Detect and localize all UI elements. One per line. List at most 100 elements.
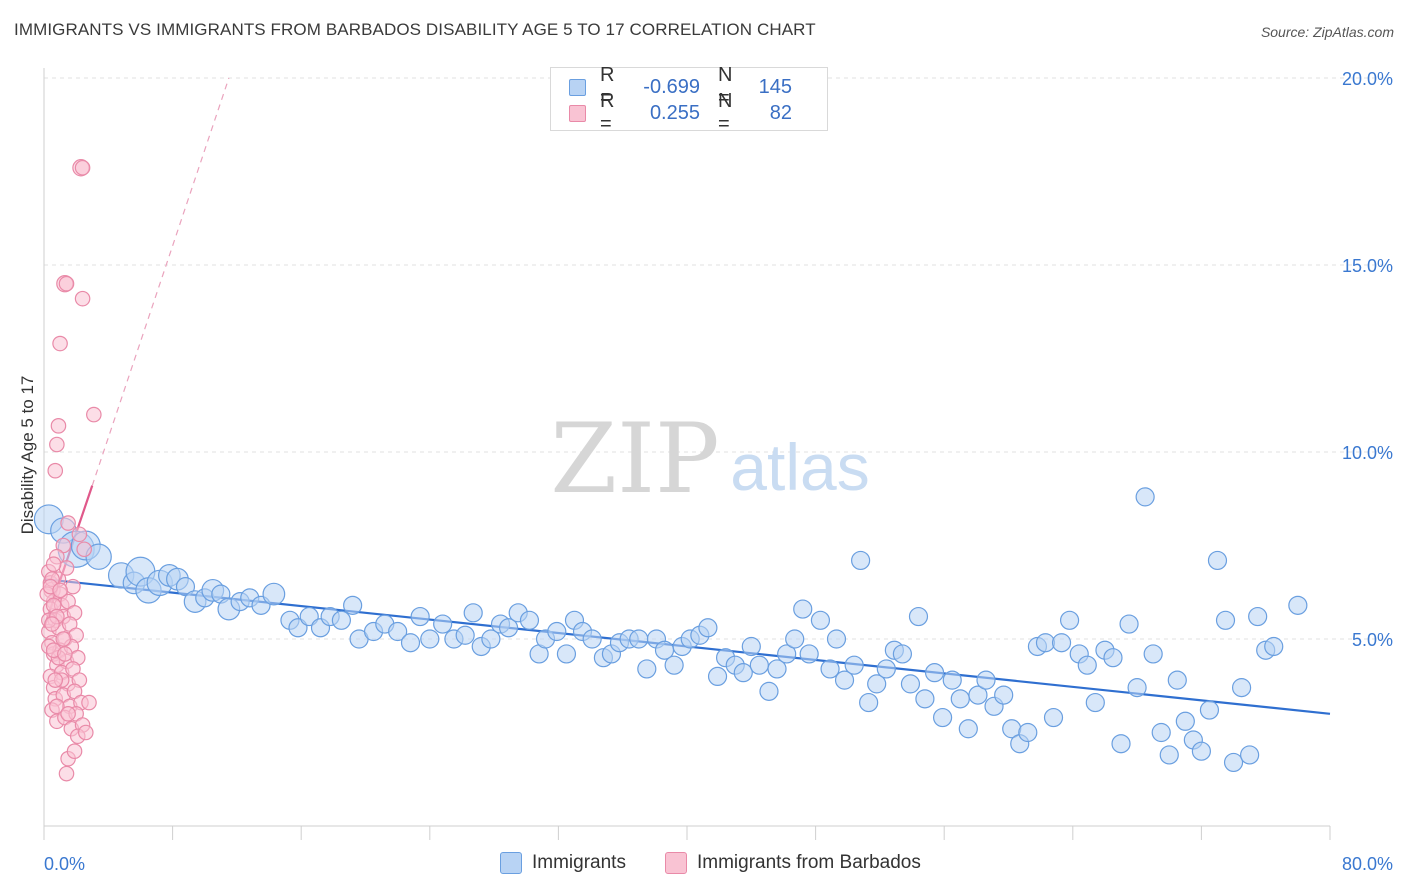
point-immigrants xyxy=(908,606,929,627)
point-immigrants xyxy=(1051,633,1072,653)
point-immigrants xyxy=(958,719,978,739)
point-immigrants xyxy=(932,707,953,728)
point-immigrants xyxy=(547,621,567,642)
point-barbados xyxy=(86,406,102,423)
y-tick-label: 20.0% xyxy=(1342,69,1393,89)
point-immigrants xyxy=(741,636,761,657)
point-immigrants xyxy=(892,644,913,664)
point-immigrants xyxy=(900,674,921,694)
point-barbados xyxy=(66,743,83,759)
point-barbados xyxy=(74,159,91,176)
point-immigrants xyxy=(1248,606,1268,627)
point-barbados xyxy=(49,698,65,715)
legend-row-barbados: R = 0.255 N = 82 xyxy=(569,90,792,135)
point-immigrants xyxy=(1264,636,1284,657)
legend-n-label: N = xyxy=(718,64,733,109)
point-barbados xyxy=(52,582,68,599)
point-immigrants xyxy=(859,692,879,713)
legend-label-immigrants: Immigrants xyxy=(532,852,626,873)
point-barbados xyxy=(60,705,76,722)
point-immigrants xyxy=(1175,711,1195,731)
point-immigrants xyxy=(1077,655,1097,675)
legend-swatch-immigrants xyxy=(500,852,522,874)
point-immigrants xyxy=(343,595,363,615)
legend-item-immigrants[interactable]: Immigrants xyxy=(500,852,626,874)
point-immigrants xyxy=(1119,614,1139,634)
point-barbados xyxy=(47,462,64,479)
legend-label-barbados: Immigrants from Barbados xyxy=(697,852,921,873)
point-immigrants xyxy=(793,599,813,619)
point-immigrants xyxy=(331,610,351,630)
trend-line-barbados-extended xyxy=(91,77,230,486)
point-barbados xyxy=(58,765,75,782)
point-immigrants xyxy=(1085,692,1105,713)
point-immigrants xyxy=(519,610,540,630)
point-immigrants xyxy=(1127,678,1147,698)
point-immigrants xyxy=(777,644,797,664)
point-immigrants xyxy=(463,603,483,623)
point-immigrants xyxy=(1223,752,1244,773)
point-immigrants xyxy=(388,621,408,642)
point-immigrants xyxy=(1043,707,1064,728)
legend-item-barbados[interactable]: Immigrants from Barbados xyxy=(665,852,921,874)
chart-title: IMMIGRANTS VS IMMIGRANTS FROM BARBADOS D… xyxy=(14,20,816,39)
point-immigrants xyxy=(851,550,871,571)
y-tick-label: 15.0% xyxy=(1342,256,1393,276)
point-immigrants xyxy=(455,625,475,645)
legend-swatch-barbados xyxy=(569,104,586,122)
correlation-legend: R = -0.699 N = 145 R = 0.255 N = 82 xyxy=(550,64,828,135)
point-immigrants xyxy=(433,614,453,634)
point-immigrants xyxy=(915,689,935,709)
series-legend: Immigrants Immigrants from Barbados xyxy=(0,852,1406,878)
x-tick-label: 0.0% xyxy=(44,854,85,874)
legend-row-immigrants: R = -0.699 N = 145 xyxy=(569,64,792,109)
point-immigrants xyxy=(826,629,847,649)
point-immigrants xyxy=(262,582,286,606)
y-tick-label: 5.0% xyxy=(1352,630,1393,650)
legend-n-label: N = xyxy=(718,90,733,135)
point-immigrants xyxy=(1215,610,1236,630)
legend-r-value: -0.699 xyxy=(643,75,700,98)
legend-r-value: 0.255 xyxy=(649,101,700,124)
point-immigrants xyxy=(785,629,805,649)
point-barbados xyxy=(50,418,67,434)
point-immigrants xyxy=(698,618,718,638)
point-immigrants xyxy=(1035,633,1056,653)
point-immigrants xyxy=(664,655,684,675)
point-barbados xyxy=(76,541,92,558)
point-immigrants xyxy=(400,633,421,653)
point-barbados xyxy=(52,335,68,352)
point-immigrants xyxy=(1159,745,1179,765)
point-immigrants xyxy=(1059,610,1080,630)
point-immigrants xyxy=(582,629,602,649)
point-barbados xyxy=(55,631,72,647)
point-immigrants xyxy=(556,644,577,664)
point-barbados xyxy=(44,616,60,632)
point-barbados xyxy=(77,724,94,741)
point-immigrants xyxy=(420,629,440,649)
point-immigrants xyxy=(1240,745,1260,765)
point-barbados xyxy=(60,515,76,531)
legend-swatch-immigrants xyxy=(569,78,586,96)
point-immigrants xyxy=(1018,722,1038,743)
point-immigrants xyxy=(481,629,501,649)
legend-n-value: 145 xyxy=(758,75,792,98)
point-immigrants xyxy=(1111,734,1131,754)
point-barbados xyxy=(57,646,73,662)
point-immigrants xyxy=(1167,670,1187,690)
point-immigrants xyxy=(629,629,649,649)
point-barbados xyxy=(81,694,97,711)
point-barbados xyxy=(58,275,75,292)
point-barbados xyxy=(49,436,65,453)
point-immigrants xyxy=(844,655,864,675)
point-immigrants xyxy=(1135,487,1155,507)
point-immigrants xyxy=(968,685,988,705)
point-immigrants xyxy=(1151,722,1171,743)
point-immigrants xyxy=(767,659,787,679)
point-immigrants xyxy=(637,659,657,679)
point-immigrants xyxy=(976,670,996,690)
point-barbados xyxy=(45,556,62,572)
point-immigrants xyxy=(1103,648,1123,668)
point-immigrants xyxy=(950,689,970,709)
